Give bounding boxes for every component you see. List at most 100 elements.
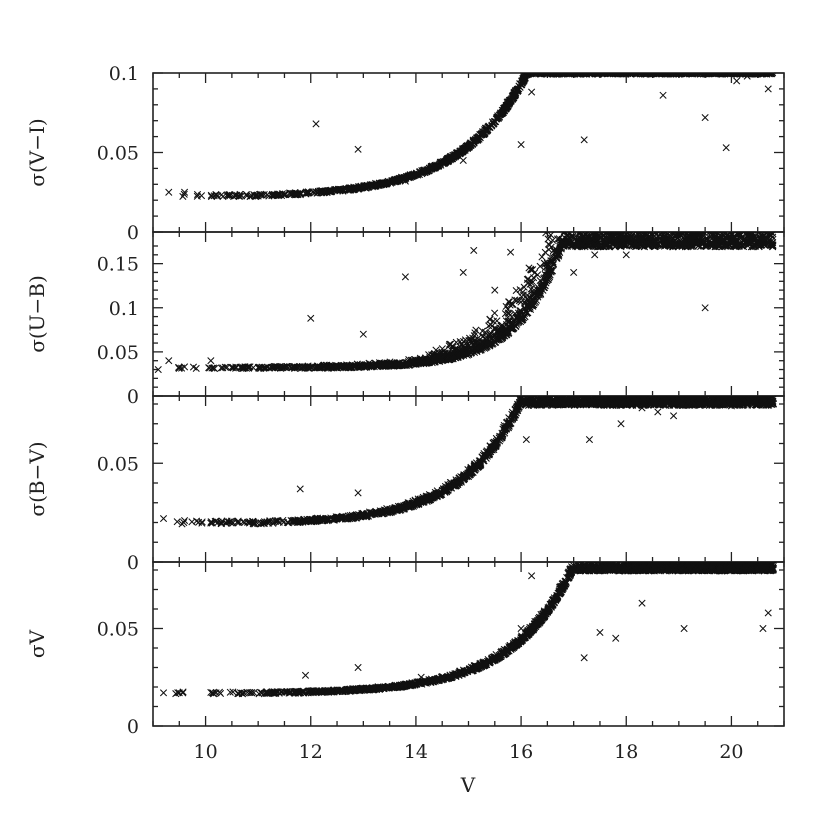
- data-point: [624, 65, 630, 71]
- data-point: [591, 65, 597, 71]
- data-point: [707, 224, 713, 230]
- data-point: [598, 73, 605, 74]
- data-point: [719, 73, 727, 75]
- data-point: [715, 66, 721, 72]
- data-point: [752, 130, 758, 136]
- data-point: [696, 225, 702, 231]
- data-point: [766, 232, 773, 233]
- data-point: [725, 64, 731, 70]
- data-point: [700, 210, 706, 216]
- data-point: [633, 206, 639, 212]
- data-point: [723, 66, 729, 72]
- data-point: [672, 63, 678, 69]
- data-point: [717, 73, 725, 77]
- data-point: [652, 210, 658, 216]
- data-point: [742, 64, 748, 70]
- data-point: [673, 66, 679, 72]
- data-point: [538, 73, 546, 74]
- data-point: [638, 66, 644, 72]
- data-point: [660, 63, 666, 69]
- data-point: [754, 64, 760, 70]
- data-point: [579, 214, 585, 220]
- data-point: [711, 73, 718, 74]
- data-point: [747, 62, 753, 68]
- data-point: [645, 64, 651, 70]
- data-point: [756, 63, 762, 69]
- data-point: [746, 217, 752, 223]
- data-point: [729, 207, 735, 213]
- data-point: [669, 216, 675, 222]
- data-point: [697, 73, 704, 74]
- data-point: [717, 159, 723, 165]
- data-point: [640, 73, 647, 74]
- data-point: [727, 202, 733, 208]
- data-point: [709, 62, 715, 68]
- data-point: [760, 73, 767, 74]
- data-point: [735, 64, 741, 70]
- data-point: [567, 218, 573, 224]
- data-point: [598, 66, 604, 72]
- data-point: [697, 64, 703, 70]
- data-point: [688, 64, 694, 70]
- data-point: [614, 212, 620, 218]
- data-point: [731, 66, 737, 72]
- data-point: [502, 105, 510, 113]
- data-point: [724, 199, 730, 205]
- data-point: [653, 66, 659, 72]
- data-point: [588, 214, 594, 220]
- data-point: [624, 66, 630, 72]
- data-point: [705, 216, 711, 222]
- data-point: [750, 222, 756, 228]
- data-point: [764, 124, 770, 130]
- data-point: [754, 208, 760, 214]
- data-point: [708, 63, 714, 69]
- data-point: [663, 223, 669, 229]
- data-point: [753, 215, 759, 221]
- data-point: [765, 224, 771, 230]
- data-point: [226, 192, 234, 200]
- data-point: [700, 58, 706, 64]
- data-point: [392, 177, 400, 186]
- data-point: [738, 216, 744, 222]
- data-point: [745, 65, 751, 71]
- data-point: [710, 63, 716, 69]
- data-point: [665, 205, 671, 211]
- data-point: [749, 66, 755, 72]
- data-point: [720, 64, 726, 70]
- data-point: [767, 193, 773, 199]
- data-point: [619, 196, 625, 202]
- data-point: [769, 65, 775, 71]
- data-point: [669, 64, 675, 70]
- data-point: [530, 274, 538, 282]
- data-point: [654, 224, 660, 230]
- points-group: [165, 58, 777, 201]
- data-point: [737, 162, 743, 168]
- data-point: [703, 73, 710, 74]
- data-point: [716, 65, 722, 71]
- data-point: [713, 62, 719, 68]
- data-point: [762, 62, 768, 68]
- data-point: [575, 66, 581, 72]
- data-point: [699, 63, 705, 69]
- data-point: [649, 64, 655, 70]
- data-point: [743, 219, 749, 225]
- data-point: [768, 63, 774, 69]
- data-point: [652, 66, 658, 72]
- data-point: [634, 64, 640, 70]
- data-point: [702, 208, 708, 214]
- data-point: [707, 219, 713, 225]
- data-point: [302, 190, 310, 198]
- data-point: [538, 73, 546, 74]
- data-point: [681, 64, 687, 70]
- data-point: [763, 66, 769, 72]
- data-point: [660, 216, 666, 222]
- data-point: [600, 236, 608, 244]
- data-point: [656, 232, 665, 235]
- data-point: [639, 204, 645, 210]
- data-point: [734, 133, 740, 139]
- data-point: [608, 73, 616, 74]
- data-point: [756, 73, 763, 74]
- data-point: [446, 156, 455, 164]
- data-point: [690, 194, 696, 200]
- data-point: [638, 190, 644, 196]
